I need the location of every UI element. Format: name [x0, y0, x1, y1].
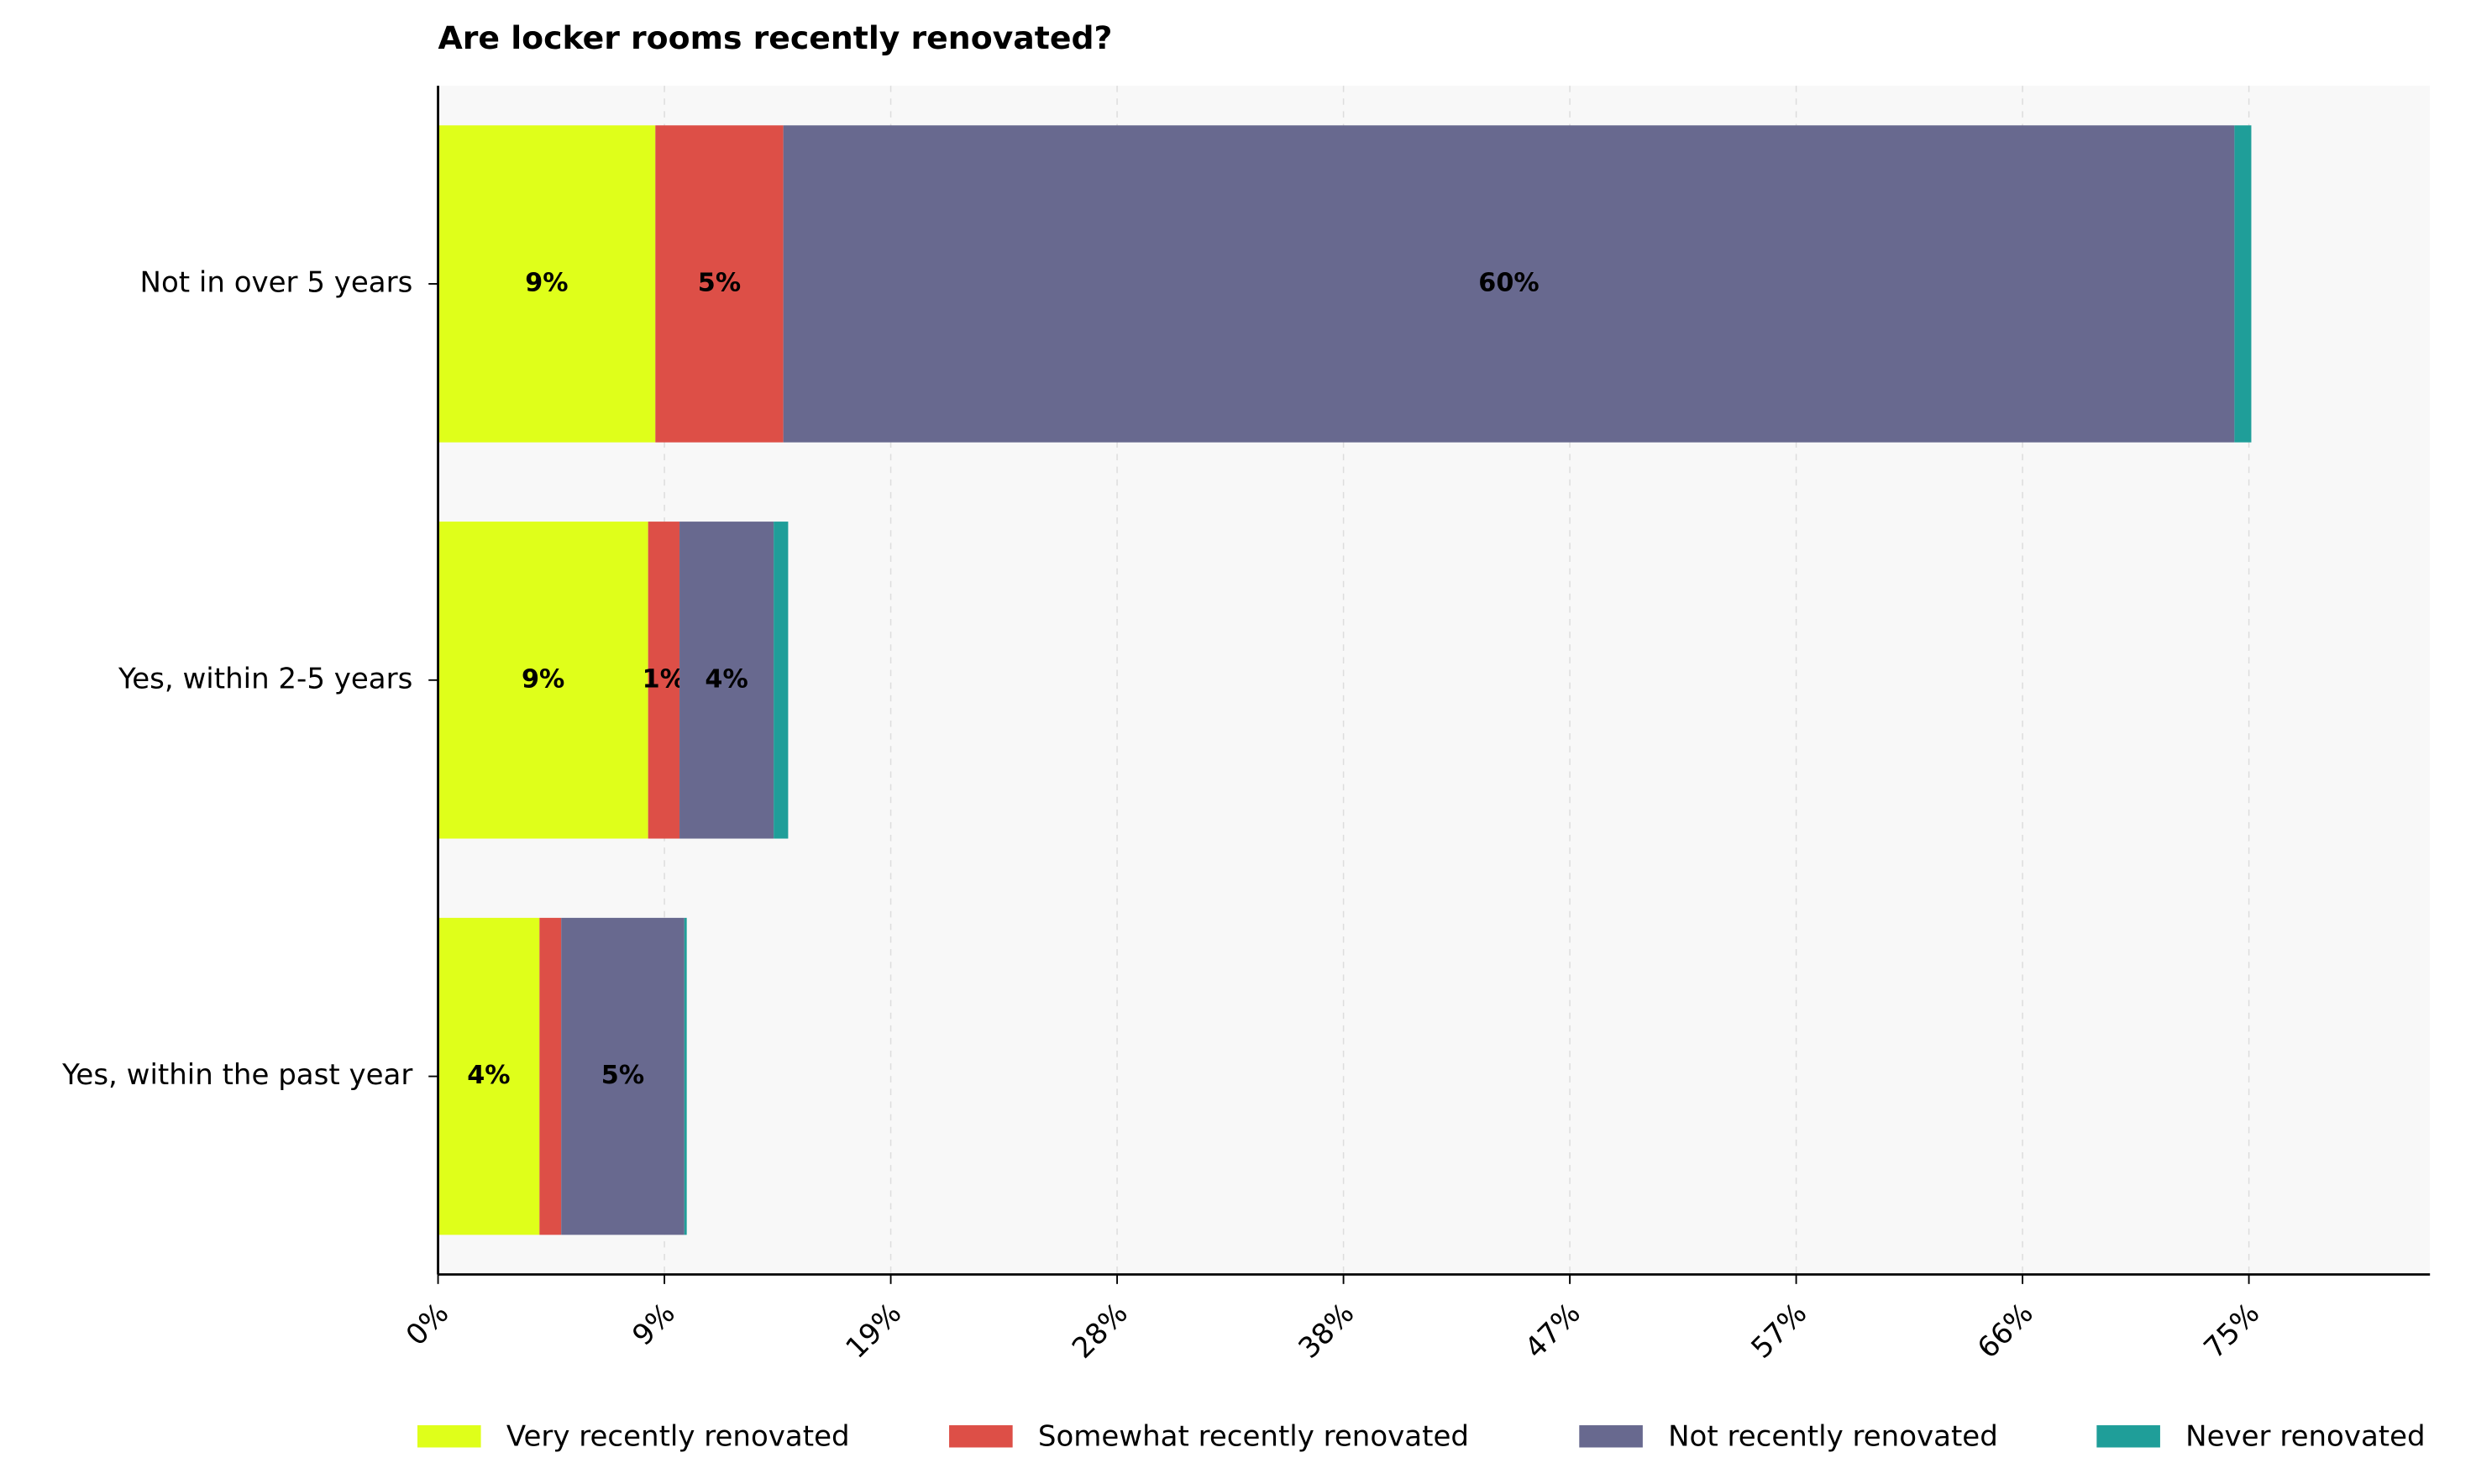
- data-label: 4%: [705, 664, 748, 694]
- y-tick-label: Yes, within the past year: [61, 1058, 412, 1092]
- bar-segment: [774, 522, 789, 839]
- x-tick-label: 66%: [1971, 1297, 2040, 1366]
- bar-segment: [539, 917, 562, 1235]
- bar-segment: [684, 917, 687, 1235]
- chart-title: Are locker rooms recently renovated?: [438, 19, 1113, 56]
- x-tick-label: 57%: [1745, 1297, 1814, 1366]
- legend-label: Somewhat recently renovated: [1038, 1420, 1469, 1454]
- bar-segment: [438, 125, 656, 443]
- data-label: 9%: [522, 664, 564, 694]
- bar-segment: [438, 522, 648, 839]
- bar-segment: [2234, 125, 2252, 443]
- x-tick-label: 28%: [1066, 1297, 1135, 1366]
- legend-label: Very recently renovated: [506, 1420, 850, 1454]
- bar-segment: [655, 125, 784, 443]
- data-label: 4%: [467, 1061, 510, 1090]
- bar-segment: [561, 917, 685, 1235]
- x-tick-label: 0%: [400, 1297, 455, 1352]
- bar-segment: [648, 522, 680, 839]
- data-label: 9%: [525, 268, 568, 297]
- bar-segment: [438, 917, 540, 1235]
- legend-swatch: [949, 1425, 1013, 1448]
- data-label: 1%: [643, 664, 685, 694]
- data-label: 5%: [601, 1061, 644, 1090]
- legend-label: Not recently renovated: [1668, 1420, 1998, 1454]
- legend-swatch: [1579, 1425, 1643, 1448]
- y-tick-label: Yes, within 2-5 years: [118, 662, 412, 695]
- data-label: 60%: [1478, 268, 1539, 297]
- data-label: 5%: [698, 268, 741, 297]
- legend-swatch: [2096, 1425, 2160, 1448]
- y-tick-label: Not in over 5 years: [140, 265, 413, 299]
- legend-swatch: [417, 1425, 481, 1448]
- x-tick-label: 47%: [1519, 1297, 1587, 1366]
- x-tick-label: 38%: [1292, 1297, 1361, 1366]
- bar-segment: [783, 125, 2235, 443]
- x-tick-label: 9%: [626, 1297, 681, 1352]
- x-tick-label: 19%: [839, 1297, 908, 1366]
- x-tick-label: 75%: [2198, 1297, 2267, 1366]
- legend-label: Never renovated: [2185, 1420, 2425, 1454]
- bar-segment: [679, 522, 774, 839]
